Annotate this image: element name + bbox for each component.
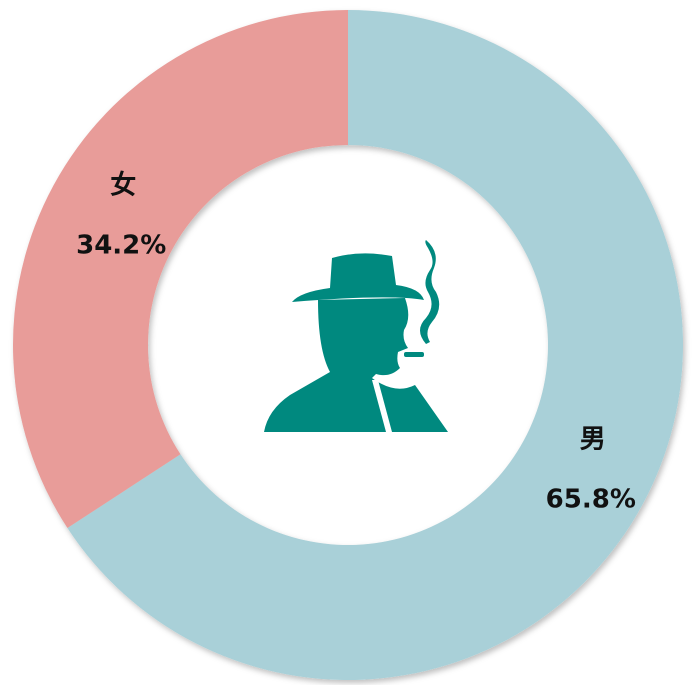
value-label: 34.2% bbox=[76, 230, 166, 260]
slice-label: 男 bbox=[580, 425, 606, 455]
tie bbox=[372, 380, 392, 432]
value-label: 65.8% bbox=[546, 485, 636, 515]
donut bbox=[12, 10, 684, 680]
donut-slice bbox=[67, 10, 684, 680]
smoker-icon bbox=[264, 240, 448, 432]
slice-label: 女 bbox=[110, 169, 136, 200]
donut-slice bbox=[12, 10, 348, 529]
